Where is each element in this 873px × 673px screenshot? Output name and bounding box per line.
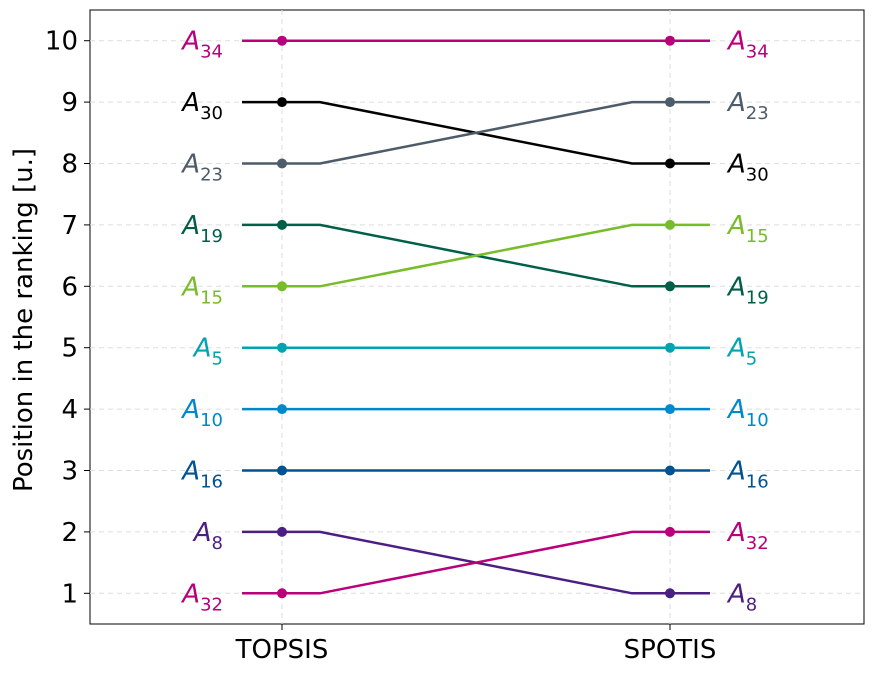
y-tick-label: 10 <box>45 27 78 57</box>
y-axis: 1 2 3 4 5 6 7 8 9 10 <box>45 27 90 609</box>
label-right-a5: A5 <box>726 334 757 370</box>
y-tick-label: 5 <box>61 334 78 364</box>
point-topsis-a5 <box>277 342 287 353</box>
point-topsis-a32 <box>277 588 287 599</box>
point-spotis-a34 <box>665 35 675 46</box>
point-topsis-a10 <box>277 404 287 415</box>
label-left-a5: A5 <box>192 334 223 370</box>
label-right-a16: A16 <box>726 457 769 493</box>
label-left-a15: A15 <box>180 272 223 308</box>
label-right-a10: A10 <box>726 395 769 431</box>
point-spotis-a16 <box>665 465 675 476</box>
point-spotis-a5 <box>665 342 675 353</box>
label-right-a30: A30 <box>726 150 769 186</box>
label-right-a32: A32 <box>726 518 769 554</box>
point-spotis-a32 <box>665 526 675 537</box>
x-tick-label: TOPSIS <box>235 635 329 665</box>
y-tick-label: 9 <box>61 88 78 118</box>
data-points <box>277 35 675 599</box>
y-tick-label: 8 <box>61 150 78 180</box>
point-topsis-a15 <box>277 281 287 292</box>
point-topsis-a19 <box>277 219 287 230</box>
label-right-a15: A15 <box>726 211 769 247</box>
y-tick-label: 7 <box>61 211 78 241</box>
point-spotis-a15 <box>665 219 675 230</box>
label-left-a10: A10 <box>180 395 223 431</box>
y-tick-label: 2 <box>61 518 78 548</box>
x-axis: TOPSIS SPOTIS <box>235 624 717 665</box>
label-left-a16: A16 <box>180 457 223 493</box>
label-right-a19: A19 <box>726 272 769 308</box>
point-topsis-a34 <box>277 35 287 46</box>
y-axis-title: Position in the ranking [u.] <box>9 148 39 492</box>
label-left-a8: A8 <box>192 518 223 554</box>
x-tick-label: SPOTIS <box>624 635 717 665</box>
y-tick-label: 3 <box>61 457 78 487</box>
point-spotis-a10 <box>665 404 675 415</box>
label-left-a30: A30 <box>180 88 223 124</box>
label-left-a19: A19 <box>180 211 223 247</box>
point-topsis-a23 <box>277 158 287 169</box>
y-tick-label: 4 <box>61 395 78 425</box>
point-spotis-a8 <box>665 588 675 599</box>
point-topsis-a16 <box>277 465 287 476</box>
point-topsis-a8 <box>277 526 287 537</box>
point-topsis-a30 <box>277 97 287 108</box>
plot-area <box>89 9 865 625</box>
series-labels: A34 A34 A30 A30 A23 A23 A19 A19 A15 A15 A5 A5 A10 A10… <box>180 27 768 616</box>
label-right-a8: A8 <box>726 579 757 615</box>
label-right-a23: A23 <box>726 88 769 124</box>
point-spotis-a19 <box>665 281 675 292</box>
point-spotis-a23 <box>665 97 675 108</box>
label-left-a34: A34 <box>180 27 223 63</box>
label-left-a32: A32 <box>180 579 223 615</box>
label-right-a34: A34 <box>726 27 769 63</box>
label-left-a23: A23 <box>180 150 223 186</box>
y-tick-label: 1 <box>61 579 78 609</box>
y-tick-label: 6 <box>61 272 78 302</box>
point-spotis-a30 <box>665 158 675 169</box>
